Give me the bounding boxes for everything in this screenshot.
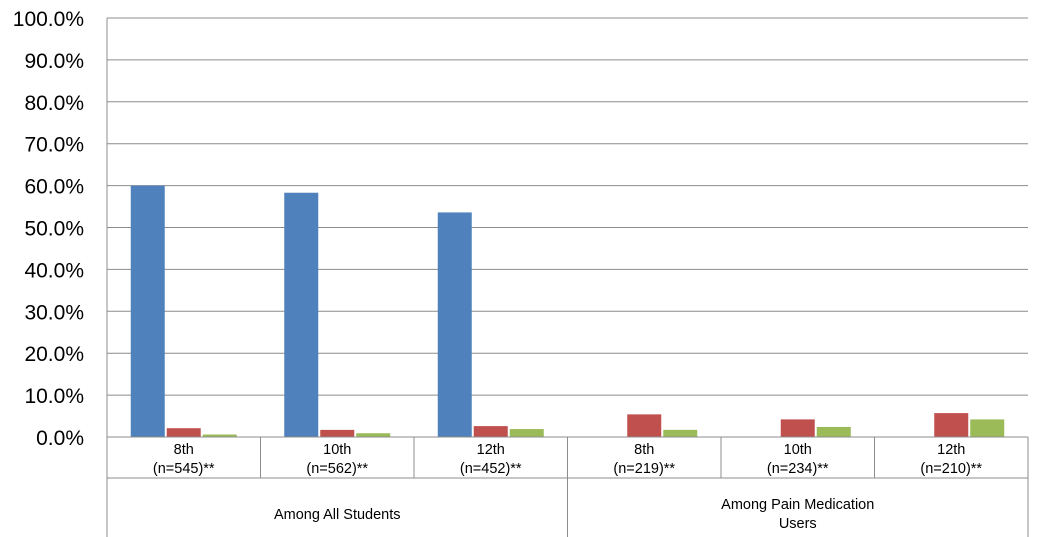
- x-axis-groups: Among All Students Among Pain Medication U…: [274, 497, 874, 532]
- bar: [202, 434, 237, 437]
- y-tick-label: 0.0%: [36, 427, 84, 450]
- x-tick-label: (n=452)**: [460, 461, 522, 477]
- x-tick-label: 8th: [174, 442, 194, 458]
- y-tick-label: 30.0%: [24, 301, 84, 324]
- x-tick-label: 8th: [634, 442, 654, 458]
- x-tick-label: 12th: [477, 442, 505, 458]
- y-axis-ticks: 0.0% 10.0% 20.0% 30.0% 40.0% 50.0% 60.0% 70.0% 8…: [13, 8, 84, 450]
- y-tick-label: 50.0%: [24, 218, 84, 241]
- bars: [130, 185, 1005, 437]
- x-tick-label: 12th: [937, 442, 965, 458]
- bar: [437, 212, 472, 437]
- bar: [356, 433, 391, 437]
- bar: [816, 426, 851, 437]
- bar: [320, 429, 355, 437]
- x-tick-label: (n=545)**: [153, 461, 215, 477]
- bar: [780, 419, 815, 437]
- bar: [627, 414, 662, 437]
- bar: [663, 429, 698, 437]
- y-tick-label: 80.0%: [24, 92, 84, 115]
- y-tick-label: 100.0%: [13, 8, 84, 31]
- y-tick-label: 10.0%: [24, 385, 84, 408]
- bar: [473, 426, 508, 437]
- bar: [130, 185, 165, 437]
- bar: [934, 413, 969, 437]
- gridlines: [107, 17, 1028, 396]
- y-tick-label: 40.0%: [24, 259, 84, 282]
- y-tick-label: 60.0%: [24, 176, 84, 199]
- x-tick-label: (n=234)**: [767, 461, 829, 477]
- x-tick-label: 10th: [784, 442, 812, 458]
- bar: [970, 419, 1005, 437]
- y-tick-label: 70.0%: [24, 134, 84, 157]
- group-label: Among Pain Medication: [721, 497, 874, 513]
- bar: [284, 192, 319, 437]
- x-tick-label: (n=219)**: [613, 461, 675, 477]
- group-label: Users: [779, 516, 817, 532]
- axes: [106, 18, 1029, 537]
- y-tick-label: 90.0%: [24, 50, 84, 73]
- x-axis-ticks: 8th (n=545)** 10th (n=562)** 12th (n=452)** 8t…: [153, 442, 983, 477]
- bar: [166, 428, 201, 437]
- bar: [509, 429, 544, 437]
- group-label: Among All Students: [274, 507, 401, 523]
- x-tick-label: (n=562)**: [306, 461, 368, 477]
- x-tick-label: (n=210)**: [920, 461, 982, 477]
- x-tick-label: 10th: [323, 442, 351, 458]
- y-tick-label: 20.0%: [24, 343, 84, 366]
